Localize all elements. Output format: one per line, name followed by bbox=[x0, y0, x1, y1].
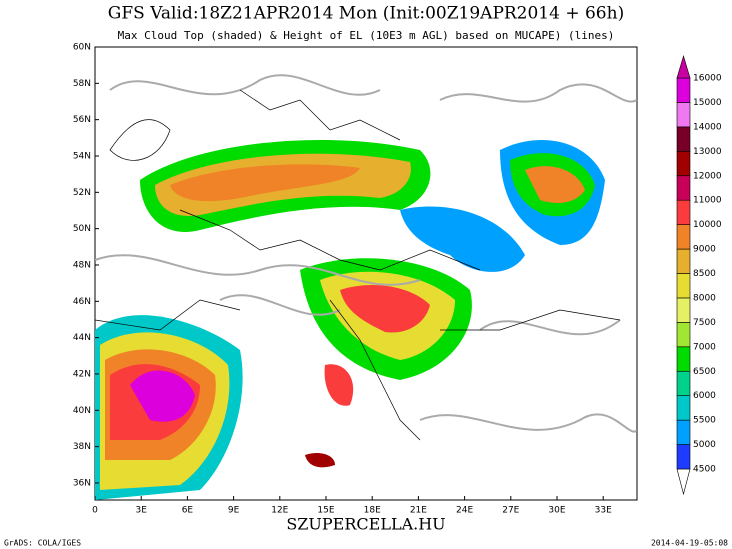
colorbar-segment bbox=[676, 224, 691, 250]
colorbar-label: 6500 bbox=[693, 367, 716, 377]
colorbar-label: 15000 bbox=[693, 98, 722, 108]
shading bbox=[95, 140, 605, 500]
colorbar-segment bbox=[676, 419, 691, 445]
lon-label: 3E bbox=[135, 506, 147, 516]
colorbar-segment bbox=[676, 297, 691, 323]
colorbar-label: 5500 bbox=[693, 416, 716, 426]
colorbar-segment bbox=[676, 322, 691, 348]
lat-labels: 60N 58N 56N 54N 52N 50N 48N 46N 44N 42N 40N 38N 36N bbox=[73, 43, 99, 488]
colorbar-label: 9000 bbox=[693, 245, 716, 255]
colorbar-segment bbox=[676, 199, 691, 225]
colorbar-label: 5000 bbox=[693, 440, 716, 450]
lat-label: 58N bbox=[73, 79, 91, 89]
el-contours bbox=[95, 74, 637, 433]
lat-label: 48N bbox=[73, 260, 91, 270]
lat-label: 50N bbox=[73, 224, 91, 234]
lat-label: 44N bbox=[73, 333, 91, 343]
colorbar-label: 7000 bbox=[693, 342, 716, 352]
lat-label: 38N bbox=[73, 442, 91, 452]
credit: GrADS: COLA/IGES bbox=[4, 539, 81, 548]
lon-label: 0 bbox=[92, 506, 98, 516]
colorbar-segment bbox=[676, 126, 691, 152]
colorbar-label: 8500 bbox=[693, 269, 716, 279]
lon-label: 27E bbox=[502, 506, 519, 516]
colorbar-label: 13000 bbox=[693, 147, 722, 157]
lon-label: 15E bbox=[317, 506, 334, 516]
colorbar-segment bbox=[676, 175, 691, 201]
colorbar-segment bbox=[676, 395, 691, 421]
colorbar-label: 11000 bbox=[693, 196, 722, 206]
colorbar-segment bbox=[676, 273, 691, 299]
lat-label: 56N bbox=[73, 115, 91, 125]
title: GFS Valid:18Z21APR2014 Mon (Init:00Z19AP… bbox=[108, 4, 624, 24]
lon-label: 12E bbox=[271, 506, 288, 516]
timestamp: 2014-04-19-05:08 bbox=[651, 539, 728, 548]
lon-label: 24E bbox=[456, 506, 473, 516]
colorbar-segment bbox=[676, 248, 691, 274]
colorbar-segment bbox=[676, 102, 691, 128]
lon-label: 33E bbox=[595, 506, 612, 516]
colorbar-label: 14000 bbox=[693, 122, 722, 132]
lon-label: 6E bbox=[182, 506, 194, 516]
lat-label: 36N bbox=[73, 478, 91, 488]
borders bbox=[95, 89, 621, 441]
colorbar-label: 16000 bbox=[693, 74, 722, 84]
lon-labels: 0 3E 6E 9E 12E 15E 18E 21E 24E 27E 30E 33E bbox=[92, 496, 612, 516]
lat-label: 40N bbox=[73, 406, 91, 416]
lat-label: 54N bbox=[73, 151, 91, 161]
site-name: SZUPERCELLA.HU bbox=[286, 515, 445, 534]
colorbar-low bbox=[676, 468, 691, 496]
colorbar-label: 12000 bbox=[693, 171, 722, 181]
colorbar: 4500 5000 5500 6000 6500 7000 7500 8000 8500 9000… bbox=[676, 54, 722, 496]
lat-label: 52N bbox=[73, 188, 91, 198]
colorbar-label: 7500 bbox=[693, 318, 716, 328]
lon-label: 21E bbox=[410, 506, 427, 516]
colorbar-label: 10000 bbox=[693, 220, 722, 230]
lon-label: 30E bbox=[548, 506, 565, 516]
colorbar-segment bbox=[676, 346, 691, 372]
colorbar-segment bbox=[676, 444, 691, 470]
colorbar-segment bbox=[676, 370, 691, 396]
colorbar-segment bbox=[676, 77, 691, 103]
colorbar-label: 8000 bbox=[693, 293, 716, 303]
lat-label: 60N bbox=[73, 43, 91, 53]
colorbar-segment bbox=[676, 151, 691, 177]
colorbar-label: 4500 bbox=[693, 465, 716, 475]
lon-label: 9E bbox=[228, 506, 240, 516]
subtitle: Max Cloud Top (shaded) & Height of EL (1… bbox=[118, 29, 615, 42]
lat-label: 46N bbox=[73, 297, 91, 307]
colorbar-label: 6000 bbox=[693, 391, 716, 401]
lat-label: 42N bbox=[73, 369, 91, 379]
lon-label: 18E bbox=[364, 506, 381, 516]
colorbar-high bbox=[676, 54, 691, 79]
map bbox=[94, 46, 638, 501]
